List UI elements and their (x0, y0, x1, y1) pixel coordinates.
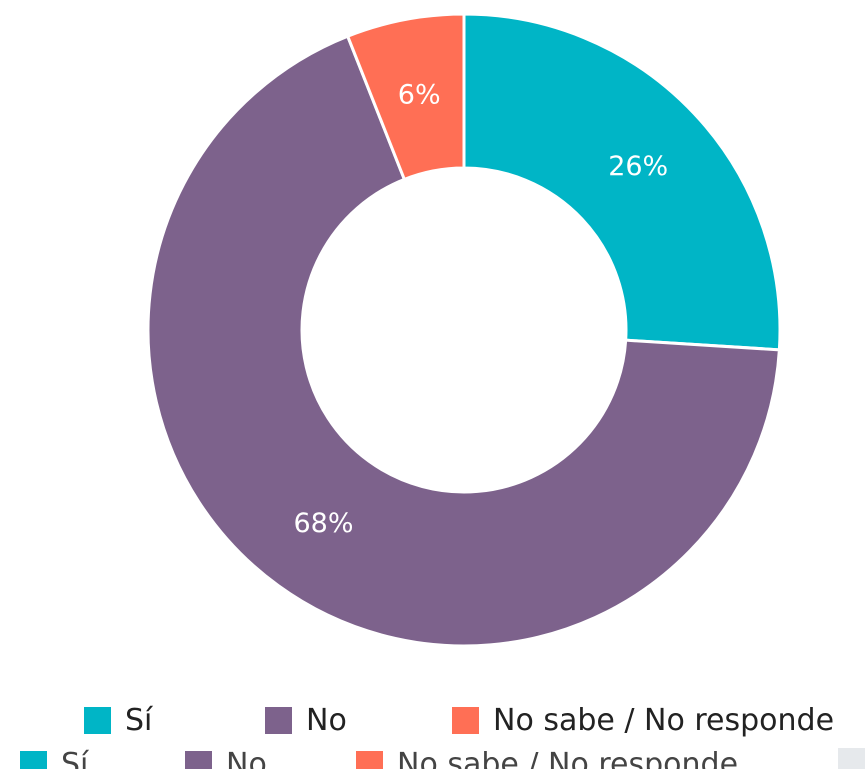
legend-label-si: Sí (125, 702, 153, 738)
legend-swatch-si (84, 706, 111, 734)
legend-duplicate-item-no-sabe: No sabe / No responde (356, 742, 738, 769)
donut-slices (146, 12, 782, 648)
legend-duplicate-swatch-no-sabe (356, 750, 383, 769)
legend-duplicate-label-no: No (226, 746, 267, 769)
slice-no[interactable] (146, 34, 781, 648)
slice-labels: 26% 68% 6% (294, 80, 669, 539)
legend-duplicate-swatch-no (185, 750, 212, 769)
scrollbar-corner (838, 748, 865, 769)
legend-label-no-sabe: No sabe / No responde (493, 702, 835, 738)
legend-item-si[interactable]: Sí (84, 698, 152, 742)
slice-label-no: 68% (294, 508, 354, 539)
chart-legend: Sí No No sabe / No responde (0, 698, 865, 742)
legend-duplicate-partial: Sí No No sabe / No responde (0, 742, 865, 769)
legend-item-no-sabe[interactable]: No sabe / No responde (452, 698, 834, 742)
legend-label-no: No (306, 702, 347, 738)
legend-duplicate-item-no: No (185, 742, 267, 769)
legend-duplicate-item-si: Sí (20, 742, 88, 769)
legend-duplicate-label-si: Sí (61, 746, 89, 769)
legend-swatch-no-sabe (452, 706, 479, 734)
slice-label-si: 26% (608, 151, 668, 182)
slice-label-no-sabe: 6% (398, 80, 441, 111)
legend-duplicate-label-no-sabe: No sabe / No responde (397, 746, 739, 769)
slice-no-sabe[interactable] (345, 12, 466, 182)
legend-item-no[interactable]: No (265, 698, 347, 742)
legend-swatch-no (265, 706, 292, 734)
legend-duplicate-swatch-si (20, 750, 47, 769)
slice-si[interactable] (462, 12, 782, 352)
